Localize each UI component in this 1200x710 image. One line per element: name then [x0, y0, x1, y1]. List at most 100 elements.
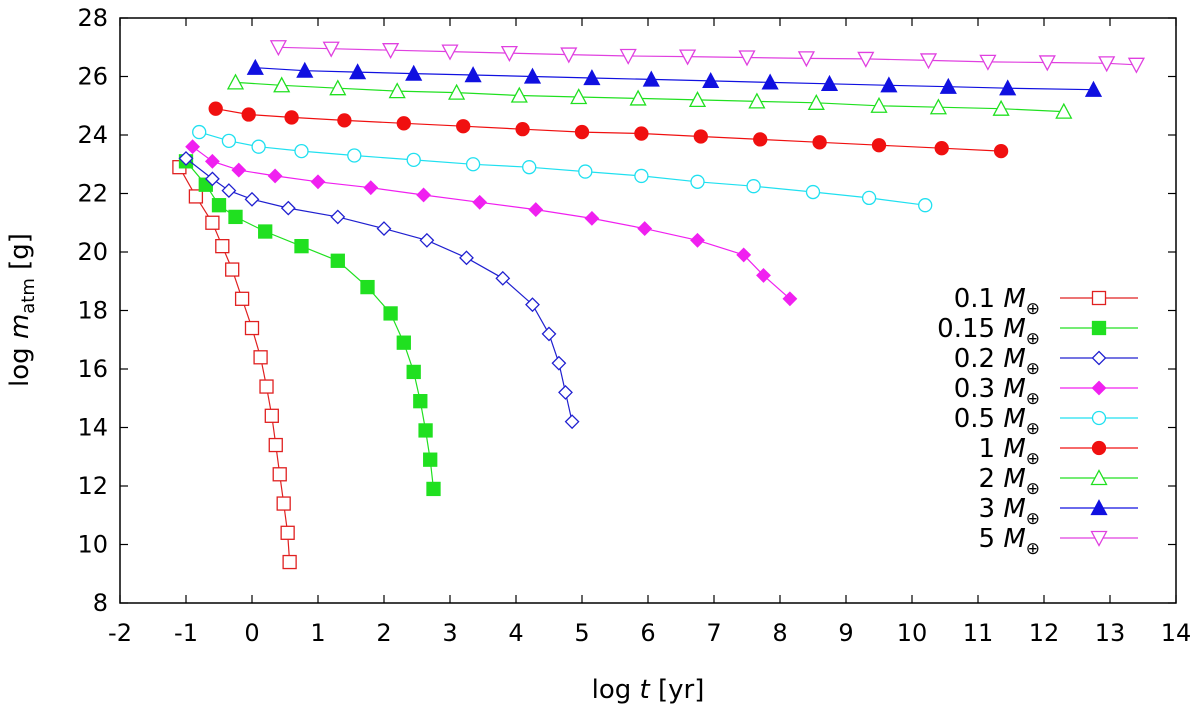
y-tick-label: 14: [77, 414, 108, 442]
data-point: [178, 150, 194, 166]
data-point: [688, 91, 707, 108]
x-tick-label: 0: [244, 619, 259, 647]
data-point: [500, 45, 518, 62]
data-point: [405, 64, 423, 81]
data-point: [993, 143, 1009, 159]
data-point: [204, 153, 220, 169]
data-point: [280, 200, 296, 216]
data-point: [418, 423, 433, 438]
data-point: [570, 88, 588, 105]
legend: 0.1 M⊕0.15 M⊕0.2 M⊕0.3 M⊕0.5 M⊕1 M⊕2 M⊕3…: [937, 284, 1138, 559]
data-point: [269, 40, 287, 57]
y-tick-label: 28: [77, 4, 108, 32]
data-point: [560, 47, 578, 64]
legend-label: 1 M⊕: [979, 434, 1041, 469]
series-line: [185, 157, 573, 422]
data-point: [820, 74, 839, 91]
series-line: [278, 46, 1137, 66]
legend-entry: 1 M⊕: [979, 434, 1138, 469]
data-point: [1038, 55, 1056, 72]
data-point: [284, 110, 299, 125]
data-point: [349, 63, 367, 80]
data-point: [807, 93, 825, 110]
data-point: [880, 76, 898, 93]
data-point: [396, 335, 411, 350]
legend-entry: 0.3 M⊕: [954, 374, 1138, 409]
data-point: [693, 129, 708, 144]
data-point: [259, 379, 274, 394]
data-point: [574, 124, 590, 140]
data-point: [637, 221, 653, 237]
series-0.2: [178, 150, 580, 430]
data-point: [273, 76, 291, 93]
data-point: [629, 89, 647, 106]
legend-entry: 0.15 M⊕: [937, 314, 1138, 349]
data-point: [423, 452, 438, 467]
legend-value: 0.3: [954, 374, 1004, 404]
data-point: [999, 79, 1017, 96]
data-point: [564, 414, 580, 430]
series-line: [255, 67, 1094, 91]
legend-unit-sub: ⊕: [1026, 449, 1040, 469]
data-point: [272, 467, 287, 482]
legend-marker: [1091, 320, 1107, 336]
legend-label: 0.5 M⊕: [954, 404, 1040, 439]
data-point: [296, 61, 314, 78]
legend-value: 0.15: [937, 314, 1003, 344]
series-3: [246, 58, 1103, 97]
data-point: [782, 291, 798, 307]
data-point: [211, 198, 227, 213]
data-point: [1127, 57, 1145, 74]
data-point: [244, 191, 260, 207]
data-point: [464, 66, 482, 83]
data-point: [918, 198, 933, 213]
data-point: [1098, 56, 1116, 73]
y-tick-label: 26: [77, 63, 108, 91]
legend-unit: M: [1003, 494, 1025, 524]
series-line: [192, 146, 791, 300]
axis-ticks: -2 -1 0 1 2 3 4 5 6 7 8 9 10 11 12 13 148101214161820222…: [77, 4, 1191, 647]
legend-marker: [1091, 290, 1107, 306]
legend-entry: 0.1 M⊕: [954, 284, 1138, 319]
data-point: [805, 184, 821, 200]
data-point: [413, 394, 428, 409]
legend-entry: 0.2 M⊕: [954, 344, 1138, 379]
legend-marker: [1090, 530, 1108, 547]
data-point: [525, 297, 540, 313]
data-point: [396, 116, 411, 131]
legend-unit-sub: ⊕: [1026, 329, 1040, 349]
data-point: [294, 143, 309, 159]
data-point: [753, 132, 768, 147]
data-point: [204, 171, 220, 187]
x-tick-label: 14: [1161, 619, 1192, 647]
data-point: [426, 481, 441, 497]
legend-label: 0.3 M⊕: [954, 374, 1040, 409]
y-tick-label: 22: [77, 180, 108, 208]
legend-unit: M: [1003, 284, 1025, 314]
x-tick-label: 4: [508, 619, 523, 647]
x-tick-label: -1: [174, 619, 198, 647]
y-tick-label: 24: [77, 121, 108, 149]
data-point: [1084, 80, 1103, 97]
legend-unit-sub: ⊕: [1026, 389, 1040, 409]
legend-label: 5 M⊕: [979, 524, 1041, 559]
data-point: [388, 82, 406, 99]
data-point: [382, 43, 400, 60]
data-point: [244, 320, 260, 336]
series-0.3: [185, 139, 798, 307]
data-point: [330, 253, 345, 268]
legend-entry: 0.5 M⊕: [954, 404, 1138, 439]
series-5: [269, 40, 1145, 74]
legend-unit: M: [1003, 374, 1025, 404]
data-point: [234, 291, 250, 306]
data-point: [406, 364, 421, 380]
series-0.1: [172, 160, 297, 570]
legend-unit-sub: ⊕: [1026, 509, 1040, 529]
data-point: [934, 141, 949, 156]
series-1: [208, 101, 1009, 159]
legend-value: 3: [979, 494, 1004, 524]
legend-marker: [1091, 410, 1107, 426]
y-axis-title: log matm [g]: [5, 233, 39, 387]
data-point: [634, 168, 649, 184]
data-point: [979, 54, 997, 71]
